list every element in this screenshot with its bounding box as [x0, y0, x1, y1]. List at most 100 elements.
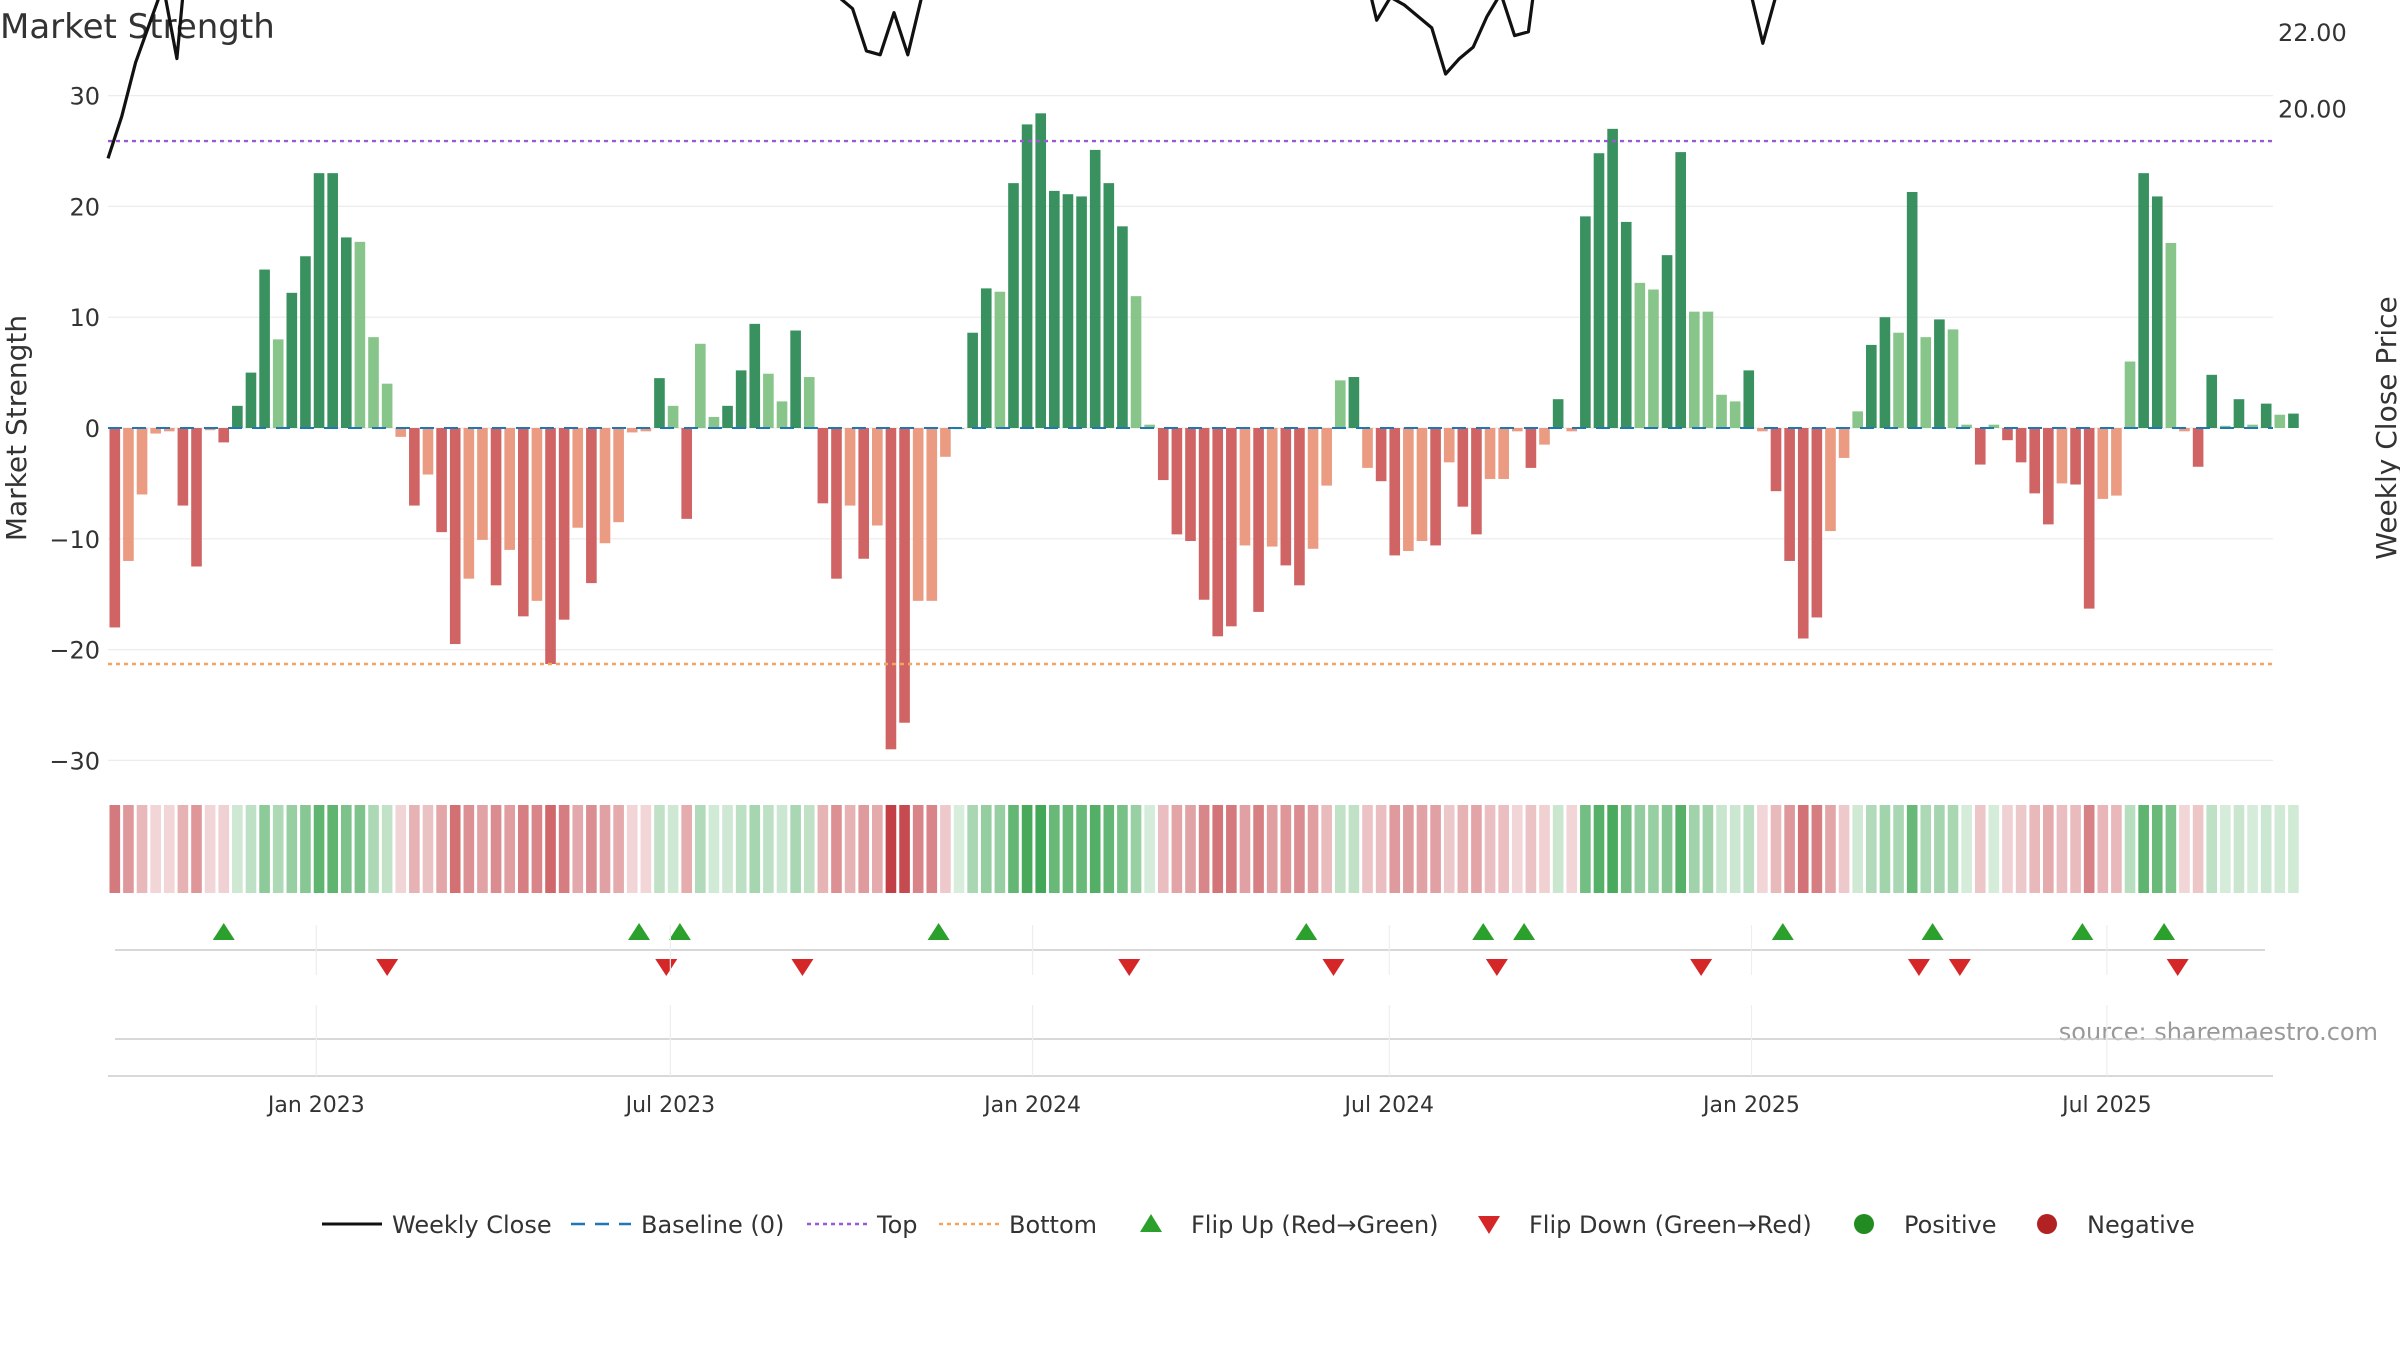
strength-bar [2029, 428, 2041, 494]
strength-bar [1688, 311, 1700, 428]
flip-down-marker [1907, 959, 1930, 976]
strength-bar [803, 377, 815, 428]
strength-bar [1062, 194, 1074, 428]
heat-cell [2247, 805, 2258, 893]
left-tick-label: 0 [85, 415, 100, 443]
right-y-ticks: 36.0034.0032.0030.0028.0026.0024.0022.00… [2278, 19, 2347, 124]
strength-bar [613, 428, 624, 523]
strength-bar [1934, 319, 1945, 428]
strength-bar [272, 339, 284, 428]
heat-cell [749, 805, 761, 893]
heat-cell [1743, 805, 1755, 893]
heat-cell [831, 805, 842, 893]
heat-cell [695, 805, 706, 893]
strength-bar [545, 428, 556, 665]
heat-cell [1511, 805, 1523, 893]
x-tick-label: Jan 2023 [266, 1093, 365, 1118]
heat-cell [1253, 805, 1264, 893]
legend-swatch-flip-down [1478, 1216, 1500, 1234]
strength-bar [368, 337, 379, 428]
strength-bar [994, 291, 1006, 428]
weekly-close-series [106, 0, 1777, 159]
right-tick-label: 20.00 [2278, 96, 2347, 124]
heat-cell [1076, 805, 1087, 893]
x-tick-label: Jul 2025 [2060, 1093, 2152, 1118]
strength-bar [422, 428, 434, 475]
strength-bar [2274, 414, 2286, 428]
strength-bar [967, 332, 978, 428]
heat-cell [572, 805, 584, 893]
strength-bar [858, 428, 870, 559]
strength-bar [1961, 424, 1972, 428]
x-tick-label: Jan 2024 [982, 1093, 1081, 1118]
heat-cell [1947, 805, 1959, 893]
heat-cell [817, 805, 829, 893]
heat-cell [1552, 805, 1564, 893]
heat-cell [1280, 805, 1292, 893]
strength-bar [1634, 282, 1646, 428]
heat-cell [368, 805, 379, 893]
heat-cell [1021, 805, 1033, 893]
heat-cell [109, 805, 121, 893]
strength-bar [354, 241, 366, 428]
strength-bar [259, 269, 270, 428]
strength-bar [558, 428, 570, 620]
strength-bar [1280, 428, 1292, 566]
strength-bar [1552, 399, 1564, 428]
heat-cell [449, 805, 461, 893]
heat-cell [123, 805, 134, 893]
strength-bar [722, 405, 733, 428]
heat-cell [1988, 805, 2000, 893]
strength-bar [1443, 428, 1455, 463]
heat-cell [803, 805, 815, 893]
left-tick-label: 30 [69, 83, 100, 111]
heat-cell [504, 805, 515, 893]
left-tick-label: 10 [69, 304, 100, 332]
heat-cell [2002, 805, 2013, 893]
strength-bar [2220, 425, 2231, 428]
strength-bar [1580, 216, 1591, 428]
strength-bar [1130, 296, 1142, 428]
heat-cell [586, 805, 597, 893]
strength-bar [1089, 149, 1101, 428]
heat-cell [150, 805, 161, 893]
strength-bar [381, 383, 393, 428]
strength-bar [1920, 337, 1932, 428]
heat-cell [204, 805, 216, 893]
legend-label: Baseline (0) [641, 1211, 784, 1239]
strength-bar [1239, 428, 1251, 546]
strength-bar [191, 428, 202, 567]
heat-cell [517, 805, 529, 893]
heat-cell [872, 805, 883, 893]
heat-cell [1648, 805, 1659, 893]
heat-cell [1716, 805, 1727, 893]
strength-bar [2002, 428, 2013, 441]
strength-bar [2233, 399, 2245, 428]
heat-cell [2111, 805, 2122, 893]
strength-bar [1226, 428, 1237, 627]
strength-bar [1457, 428, 1469, 507]
heat-cell [531, 805, 543, 893]
strength-bar [150, 428, 161, 434]
strength-bar [708, 416, 720, 428]
strength-bar [1498, 428, 1509, 479]
strength-bar [436, 428, 447, 533]
strength-bar [109, 428, 121, 628]
heat-cell [2043, 805, 2054, 893]
heat-cell [1811, 805, 1823, 893]
strength-bar [449, 428, 461, 645]
heat-cell [381, 805, 393, 893]
heat-cell [354, 805, 366, 893]
flip-up-marker [628, 923, 651, 940]
heat-cell [1416, 805, 1428, 893]
heat-cell [1321, 805, 1332, 893]
strength-bar [1266, 428, 1278, 547]
strength-bar [1539, 428, 1550, 445]
strength-bar [1171, 428, 1183, 535]
flip-up-marker [927, 923, 950, 940]
heat-cell [1403, 805, 1414, 893]
strength-bar [1198, 428, 1210, 600]
legend: Weekly Close Baseline (0) Top Bottom Flip Up… [322, 1211, 2195, 1239]
heat-cell [776, 805, 788, 893]
heat-cell [1525, 805, 1537, 893]
